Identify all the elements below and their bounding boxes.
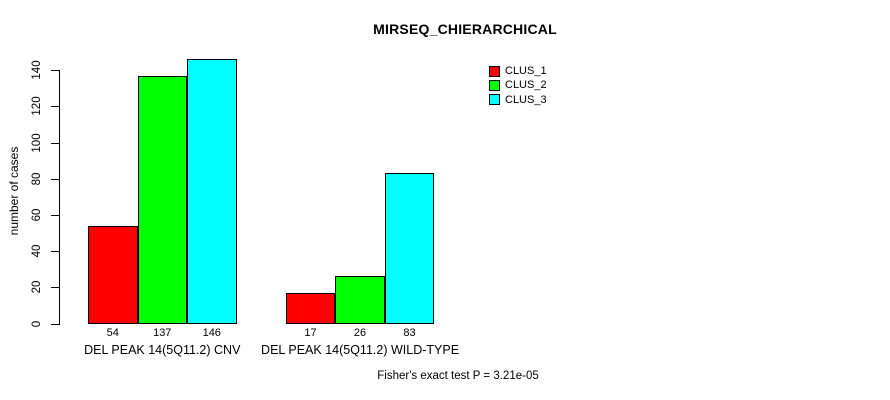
y-tick-label: 80 <box>31 172 43 186</box>
chart-title: MIRSEQ_CHIERARCHICAL <box>373 21 557 37</box>
y-tick-label: 100 <box>31 132 43 153</box>
bar-value-label: 26 <box>353 327 367 339</box>
fisher-test-annotation: Fisher's exact test P = 3.21e-05 <box>377 370 539 382</box>
legend-swatch-icon <box>489 65 500 77</box>
bar-clus_3-group2 <box>384 173 435 325</box>
bar-clus_2-group2 <box>335 276 385 325</box>
bar-value-label: 137 <box>153 327 172 339</box>
y-tick <box>51 142 59 144</box>
y-tick-label: 20 <box>31 280 43 294</box>
legend-label: CLUS_2 <box>505 79 547 92</box>
y-axis-line <box>59 70 60 325</box>
y-tick <box>51 178 59 180</box>
legend-swatch-icon <box>489 79 500 91</box>
y-tick <box>51 251 59 253</box>
legend: CLUS_1 CLUS_2 CLUS_3 <box>489 64 547 107</box>
bar-value-label: 83 <box>403 327 416 339</box>
y-tick <box>51 106 59 108</box>
bar-clus_2-group1 <box>137 75 187 325</box>
bar-clus_3-group1 <box>187 59 237 325</box>
bar-clus_1-group1 <box>88 225 138 325</box>
legend-item-clus_1: CLUS_1 <box>489 64 547 78</box>
bar-clus_1-group2 <box>285 292 336 325</box>
legend-item-clus_3: CLUS_3 <box>489 93 547 107</box>
y-tick-label: 140 <box>31 60 43 80</box>
y-tick <box>51 70 59 72</box>
group-label: DEL PEAK 14(5Q11.2) CNV <box>84 343 241 357</box>
bar-value-label: 146 <box>202 327 221 339</box>
group-label: DEL PEAK 14(5Q11.2) WILD-TYPE <box>261 343 460 357</box>
legend-swatch-icon <box>489 94 500 106</box>
legend-label: CLUS_1 <box>505 65 547 78</box>
y-tick <box>51 214 59 216</box>
y-tick-label: 60 <box>31 208 43 222</box>
y-tick-label: 120 <box>31 96 43 116</box>
legend-item-clus_2: CLUS_2 <box>489 78 547 92</box>
y-tick-label: 40 <box>31 244 43 258</box>
y-tick <box>51 287 59 289</box>
y-axis-label: number of cases <box>7 146 21 236</box>
bar-value-label: 17 <box>304 327 317 339</box>
bar-value-label: 54 <box>106 327 119 339</box>
y-tick-label: 0 <box>31 320 43 327</box>
legend-label: CLUS_3 <box>505 93 547 106</box>
y-tick <box>51 323 59 325</box>
